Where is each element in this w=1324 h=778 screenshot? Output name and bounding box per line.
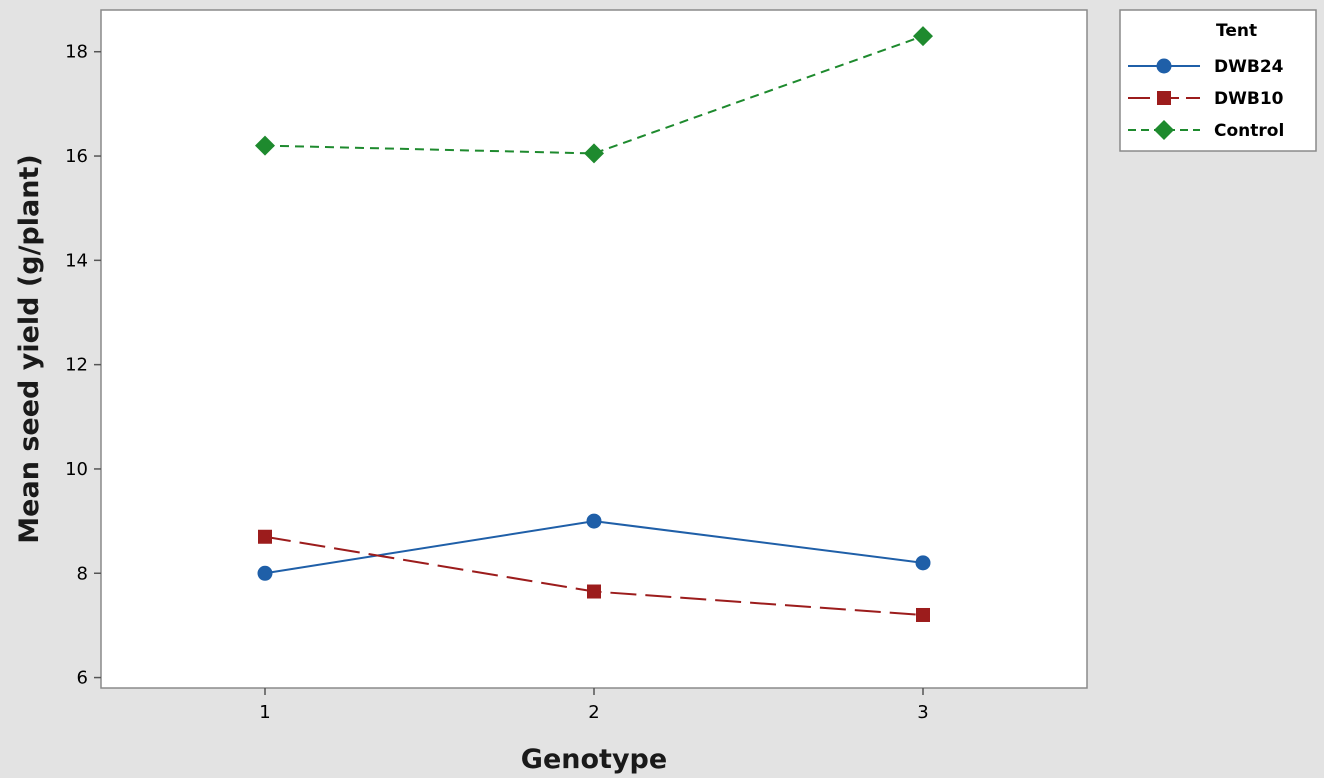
- x-axis: 1 2 3: [259, 688, 929, 723]
- data-point-dwb24: [915, 555, 931, 571]
- y-tick-label: 18: [65, 42, 88, 63]
- x-tick-label: 2: [588, 702, 599, 723]
- legend-marker-control: [1154, 120, 1174, 140]
- x-axis-title: Genotype: [521, 744, 667, 775]
- y-tick-label: 8: [77, 563, 88, 584]
- data-point-control: [913, 26, 933, 47]
- legend-entry-control: Control: [1128, 120, 1284, 141]
- legend-entries: DWB24 DWB10 Control: [1128, 57, 1284, 141]
- data-point-dwb10: [916, 607, 930, 622]
- series-dwb10: [258, 529, 930, 622]
- y-tick-label: 6: [77, 668, 88, 689]
- legend-marker-dwb10: [1157, 91, 1171, 105]
- y-tick-label: 10: [65, 459, 88, 480]
- legend-box: [1119, 9, 1317, 152]
- legend-title: Tent: [1216, 21, 1257, 41]
- series-control: [255, 26, 933, 164]
- y-tick-label: 14: [65, 250, 88, 271]
- data-point-control: [584, 143, 604, 164]
- data-point-dwb24: [586, 513, 602, 529]
- y-axis: 6 8 10 12 14 16 18: [65, 42, 101, 689]
- data-point-control: [255, 135, 275, 156]
- data-point-dwb24: [257, 565, 273, 581]
- x-tick-label: 1: [259, 702, 270, 723]
- legend-entry-dwb24: DWB24: [1128, 57, 1284, 77]
- series-layer: [255, 26, 933, 622]
- data-point-dwb10: [258, 529, 272, 544]
- legend-label-dwb24: DWB24: [1214, 57, 1284, 77]
- legend-marker-dwb24: [1156, 58, 1172, 74]
- data-point-dwb10: [587, 584, 601, 599]
- y-tick-label: 16: [65, 146, 88, 167]
- legend-label-control: Control: [1214, 121, 1284, 141]
- y-axis-title: Mean seed yield (g/plant): [14, 154, 45, 543]
- series-line-control: [264, 35, 924, 155]
- legend-label-dwb10: DWB10: [1214, 89, 1284, 109]
- y-tick-label: 12: [65, 355, 88, 376]
- legend: Tent DWB24 DWB10 Control: [1119, 9, 1317, 152]
- x-tick-label: 3: [917, 702, 928, 723]
- legend-entry-dwb10: DWB10: [1128, 89, 1284, 109]
